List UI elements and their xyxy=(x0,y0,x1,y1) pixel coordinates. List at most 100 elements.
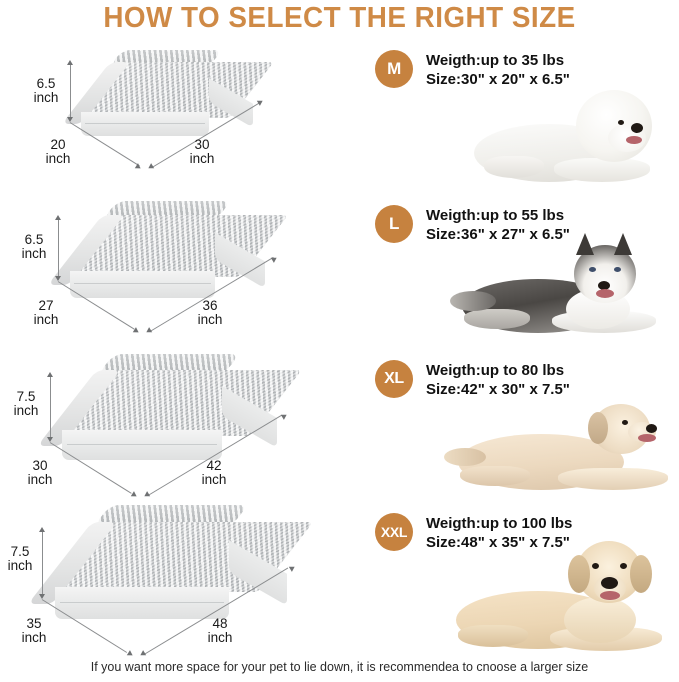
dimension-label-depth: 35 inch xyxy=(12,617,56,645)
size-text: Size:48" x 35" x 7.5" xyxy=(426,534,570,551)
size-text: Size:30" x 20" x 6.5" xyxy=(426,71,570,88)
dog-ear-left xyxy=(568,555,590,593)
dimension-label-depth: 30 inch xyxy=(18,459,62,487)
dimension-unit: inch xyxy=(13,403,39,418)
size-text: Size:42" x 30" x 7.5" xyxy=(426,381,570,398)
weight-text: Weigth:up to 100 lbs xyxy=(426,515,573,532)
bed-diagram-m: 6.5 inch 20 inch 30 inch xyxy=(0,42,370,197)
dimension-value: 7.5 xyxy=(16,389,36,404)
dimension-value: 42 xyxy=(206,458,222,473)
dimension-label-depth: 27 inch xyxy=(24,299,68,327)
dimension-label-width: 48 inch xyxy=(196,617,244,645)
dimension-arrow-down xyxy=(39,594,45,599)
size-info-xxl: XXL Weigth:up to 100 lbs Size:48" x 35" … xyxy=(370,505,679,660)
size-badge-m: M xyxy=(375,50,413,88)
dimension-unit: inch xyxy=(21,630,47,645)
dimension-arrow-up xyxy=(47,372,53,377)
bed-front-face xyxy=(81,112,209,136)
dimension-value: 36 xyxy=(202,298,218,313)
dog-tail xyxy=(450,291,496,311)
dog-mouth xyxy=(638,434,656,442)
dog-eye-left xyxy=(592,563,599,569)
dimension-line-height xyxy=(42,531,43,595)
dog-nose xyxy=(631,123,643,133)
size-badge-l: L xyxy=(375,205,413,243)
weight-text: Weigth:up to 35 lbs xyxy=(426,52,565,69)
dog-front-leg xyxy=(554,158,650,182)
bed-diagram-l: 6.5 inch 27 inch 36 inch xyxy=(0,197,370,352)
dog-photo-golden-retriever xyxy=(442,390,676,507)
bed-diagram-xl: 7.5 inch 30 inch 42 inch xyxy=(0,352,370,507)
dimension-arrow-down xyxy=(55,276,61,281)
dimension-value: 6.5 xyxy=(24,232,44,247)
dog-ear xyxy=(588,412,608,444)
dimension-arrow-depth xyxy=(134,163,143,171)
dog-photo-bichon-frise xyxy=(468,84,678,196)
dimension-arrow-depth xyxy=(132,327,141,335)
dog-rear-leg xyxy=(484,156,544,178)
dog-photo-yellow-labrador xyxy=(438,535,676,660)
dimension-unit: inch xyxy=(189,151,215,166)
dimension-value: 48 xyxy=(212,616,228,631)
dimension-label-height: 6.5 inch xyxy=(12,233,56,261)
dog-ear-right xyxy=(614,233,632,255)
dimension-arrow-up xyxy=(67,60,73,65)
size-info-l: L Weigth:up to 55 lbs Size:36" x 27" x 6… xyxy=(370,197,679,352)
dimension-value: 7.5 xyxy=(10,544,30,559)
weight-text: Weigth:up to 55 lbs xyxy=(426,207,565,224)
dog-rear-leg xyxy=(460,466,530,486)
dimension-arrow-down xyxy=(67,117,73,122)
dimension-value: 30 xyxy=(32,458,48,473)
dog-photo-siberian-husky xyxy=(448,231,676,351)
size-row-l: 6.5 inch 27 inch 36 inch L Weigth:up to … xyxy=(0,197,679,352)
dog-mouth xyxy=(600,591,620,600)
dimension-unit: inch xyxy=(201,472,227,487)
dog-tail xyxy=(444,448,486,466)
dog-chest xyxy=(564,597,636,643)
dimension-label-width: 42 inch xyxy=(190,459,238,487)
dog-rear-leg xyxy=(458,625,528,647)
dog-ear-left xyxy=(576,233,594,255)
dimension-value: 30 xyxy=(194,137,210,152)
bed-illustration xyxy=(37,354,302,480)
footer-note: If you want more space for your pet to l… xyxy=(90,660,589,674)
size-spec-xxl: Weigth:up to 100 lbs Size:48" x 35" x 7.… xyxy=(426,514,572,552)
weight-text: Weigth:up to 80 lbs xyxy=(426,362,565,379)
dimension-value: 6.5 xyxy=(36,76,56,91)
dog-eye-left xyxy=(589,267,596,272)
dimension-unit: inch xyxy=(7,558,33,573)
dog-ear-right xyxy=(630,555,652,593)
dimension-unit: inch xyxy=(45,151,71,166)
size-badge-xl: XL xyxy=(375,360,413,398)
size-spec-m: Weigth:up to 35 lbs Size:30" x 20" x 6.5… xyxy=(426,51,570,89)
dimension-arrow-width xyxy=(144,327,153,335)
dog-eye xyxy=(622,420,628,425)
dog-nose xyxy=(601,577,618,589)
dimension-unit: inch xyxy=(33,90,59,105)
dimension-line-height xyxy=(70,64,71,118)
dimension-label-width: 30 inch xyxy=(178,138,226,166)
dog-nose xyxy=(598,281,610,290)
size-spec-l: Weigth:up to 55 lbs Size:36" x 27" x 6.5… xyxy=(426,206,570,244)
dimension-unit: inch xyxy=(207,630,233,645)
bed-illustration xyxy=(61,50,274,155)
dimension-value: 27 xyxy=(38,298,54,313)
size-text: Size:36" x 27" x 6.5" xyxy=(426,226,570,243)
dog-mouth xyxy=(626,136,642,144)
size-row-xxl: 7.5 inch 35 inch 48 inch XXL Weigth:up t… xyxy=(0,505,679,660)
dimension-label-height: 6.5 inch xyxy=(24,77,68,105)
bed-front-face xyxy=(70,271,215,298)
dimension-value: 35 xyxy=(26,616,42,631)
dimension-unit: inch xyxy=(33,312,59,327)
dimension-line-height xyxy=(58,219,59,277)
size-row-m: 6.5 inch 20 inch 30 inch M Weigth:up to … xyxy=(0,42,679,197)
dimension-arrow-depth xyxy=(126,650,135,658)
dimension-unit: inch xyxy=(27,472,53,487)
dog-rear-leg xyxy=(464,309,530,329)
dimension-arrow-down xyxy=(47,437,53,442)
dimension-label-height: 7.5 inch xyxy=(0,545,42,573)
dimension-value: 20 xyxy=(50,137,66,152)
dog-mouth xyxy=(596,289,614,298)
dimension-label-height: 7.5 inch xyxy=(4,390,48,418)
dimension-arrow-width xyxy=(146,163,155,171)
